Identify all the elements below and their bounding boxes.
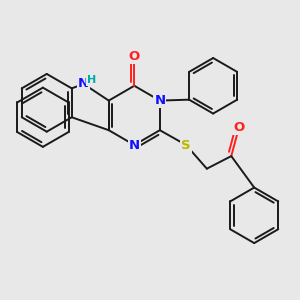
Text: O: O [129, 50, 140, 63]
Text: S: S [181, 139, 191, 152]
Text: N: N [78, 77, 89, 90]
Text: O: O [233, 121, 245, 134]
Text: H: H [87, 75, 96, 85]
Text: N: N [129, 139, 140, 152]
Text: N: N [154, 94, 165, 107]
